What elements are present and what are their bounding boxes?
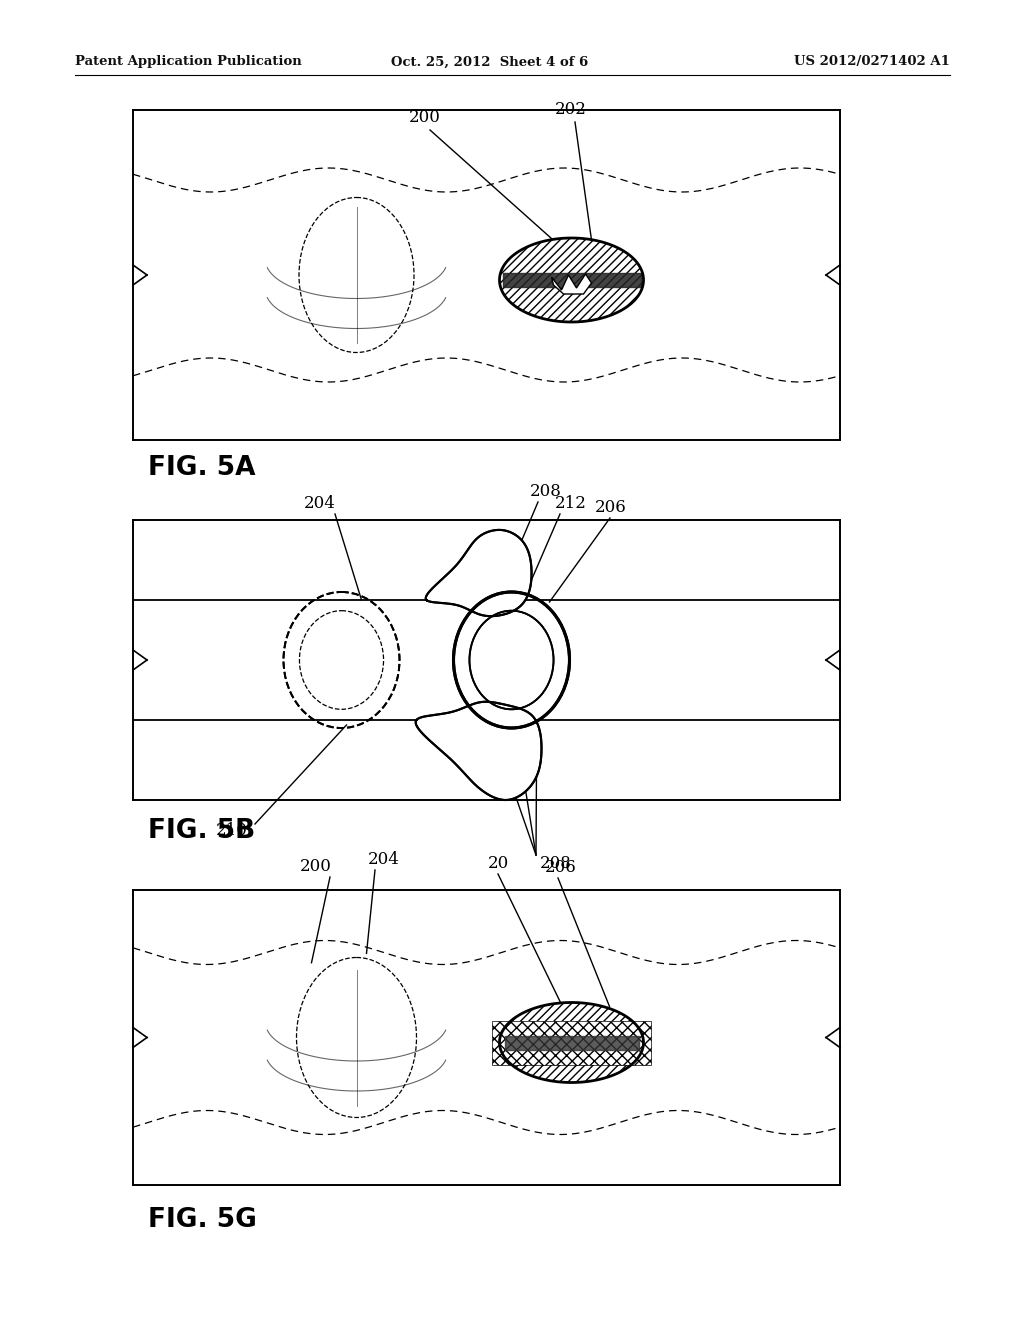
Text: Patent Application Publication: Patent Application Publication [75, 55, 302, 69]
Text: 212: 212 [555, 495, 587, 512]
Text: 204: 204 [304, 495, 336, 512]
Text: 210: 210 [216, 822, 248, 840]
Text: 206: 206 [545, 859, 577, 876]
Text: 208: 208 [530, 483, 562, 500]
Text: 200: 200 [409, 110, 441, 125]
Text: 20: 20 [487, 855, 509, 873]
Polygon shape [493, 1020, 650, 1064]
Text: 208: 208 [540, 855, 571, 873]
Polygon shape [426, 529, 531, 616]
Text: 206: 206 [595, 499, 627, 516]
Polygon shape [552, 275, 592, 294]
Text: 202: 202 [555, 102, 587, 117]
Text: Oct. 25, 2012  Sheet 4 of 6: Oct. 25, 2012 Sheet 4 of 6 [391, 55, 589, 69]
Text: 204: 204 [368, 851, 400, 869]
Polygon shape [500, 1002, 643, 1082]
Text: FIG. 5B: FIG. 5B [148, 818, 255, 843]
Text: 200: 200 [300, 858, 332, 875]
Text: US 2012/0271402 A1: US 2012/0271402 A1 [795, 55, 950, 69]
Text: FIG. 5A: FIG. 5A [148, 455, 256, 480]
Polygon shape [500, 238, 643, 322]
Text: FIG. 5G: FIG. 5G [148, 1206, 257, 1233]
Polygon shape [416, 702, 542, 800]
